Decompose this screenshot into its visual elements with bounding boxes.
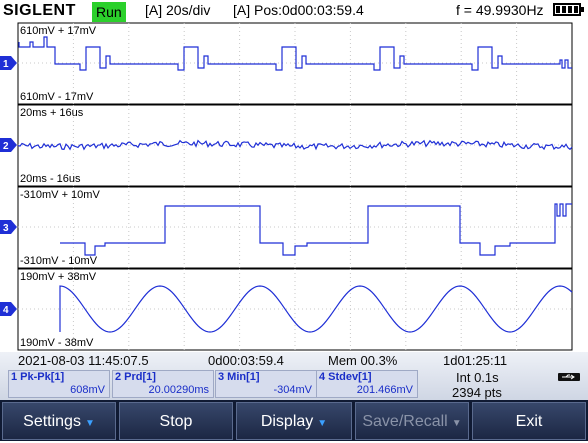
waveform-display[interactable]: 610mV + 17mV 610mV - 17mV 1 20ms + 16us 20ms… <box>0 22 588 352</box>
measurement-value: 201.466mV <box>356 384 413 396</box>
measurement-3[interactable]: 3 Min[1] -304mV <box>215 370 317 398</box>
channel-upper-label: 190mV + 38mV <box>20 271 97 283</box>
elapsed-readout: 0d00:03:59.4 <box>208 353 284 368</box>
measurement-4[interactable]: 4 Stdev[1] 201.466mV <box>316 370 418 398</box>
points-readout: 2394 pts <box>452 385 502 400</box>
interval-readout: Int 0.1s <box>456 370 499 385</box>
chevron-down-icon: ▼ <box>451 418 462 429</box>
exit-button[interactable]: Exit <box>472 402 586 440</box>
softkey-label: Exit <box>515 413 543 430</box>
trace-channel-2 <box>17 139 573 151</box>
measurement-label: 1 Pk-Pk[1] <box>11 371 65 383</box>
measurement-value: -304mV <box>273 384 312 396</box>
measurement-value: 608mV <box>70 384 105 396</box>
softkey-label: Settings <box>23 413 81 430</box>
measurement-2[interactable]: 2 Prd[1] 20.00290ms <box>112 370 214 398</box>
chevron-down-icon: ▼ <box>317 418 328 429</box>
trace-channel-1 <box>18 36 572 71</box>
usb-icon <box>558 373 580 381</box>
channel-upper-label: -310mV + 10mV <box>20 189 100 201</box>
measurement-label: 2 Prd[1] <box>115 371 156 383</box>
measurement-label: 3 Min[1] <box>218 371 260 383</box>
channel-marker-label: 2 <box>3 141 9 152</box>
trace-channel-3 <box>60 203 572 256</box>
softkey-label: Stop <box>159 413 193 430</box>
measurement-1[interactable]: 1 Pk-Pk[1] 608mV <box>8 370 110 398</box>
softkey-bar: Settings ▼ Stop Display ▼ Save/Recall ▼ Exi… <box>0 400 588 441</box>
battery-icon <box>553 3 584 16</box>
frequency-readout: f = 49.9930Hz <box>456 2 544 18</box>
top-status-bar: SIGLENT Run [A] 20s/div [A] Pos:0d00:03:… <box>0 0 588 22</box>
channel-lower-label: -310mV - 10mV <box>20 255 98 267</box>
chevron-down-icon: ▼ <box>84 418 95 429</box>
stop-button[interactable]: Stop <box>119 402 233 440</box>
channel-upper-label: 20ms + 16us <box>20 107 84 119</box>
channel-marker-label: 1 <box>3 59 9 70</box>
run-state-badge[interactable]: Run <box>92 2 126 22</box>
display-button[interactable]: Display ▼ <box>236 402 352 440</box>
channel-marker-icon <box>0 302 17 316</box>
measurement-label: 4 Stdev[1] <box>319 371 372 383</box>
channel-marker-icon <box>0 56 17 70</box>
channel-marker-label: 4 <box>3 305 9 316</box>
measurement-value: 20.00290ms <box>148 384 209 396</box>
duration-readout: 1d01:25:11 <box>443 353 508 368</box>
position-readout[interactable]: [A] Pos:0d00:03:59.4 <box>233 2 364 18</box>
save-recall-button[interactable]: Save/Recall ▼ <box>355 402 469 440</box>
channel-upper-label: 610mV + 17mV <box>20 25 97 37</box>
memory-readout: Mem 00.3% <box>328 353 398 368</box>
waveform-grid: 610mV + 17mV 610mV - 17mV 1 20ms + 16us 20ms… <box>0 22 573 351</box>
channel-marker-icon <box>0 138 17 152</box>
trace-channel-4 <box>59 285 573 333</box>
brand-logo: SIGLENT <box>3 2 76 19</box>
channel-marker-icon <box>0 220 17 234</box>
channel-lower-label: 610mV - 17mV <box>20 91 94 103</box>
channel-lower-label: 20ms - 16us <box>20 173 81 185</box>
channel-marker-label: 3 <box>3 223 9 234</box>
softkey-label: Save/Recall <box>362 413 448 430</box>
settings-button[interactable]: Settings ▼ <box>2 402 116 440</box>
datetime-readout: 2021-08-03 11:45:07.5 <box>18 353 149 368</box>
status-panel: 2021-08-03 11:45:07.5 0d00:03:59.4 Mem 0… <box>0 352 588 400</box>
channel-lower-label: 190mV - 38mV <box>20 337 94 349</box>
timebase-readout[interactable]: [A] 20s/div <box>145 2 211 18</box>
softkey-label: Display <box>260 413 314 430</box>
